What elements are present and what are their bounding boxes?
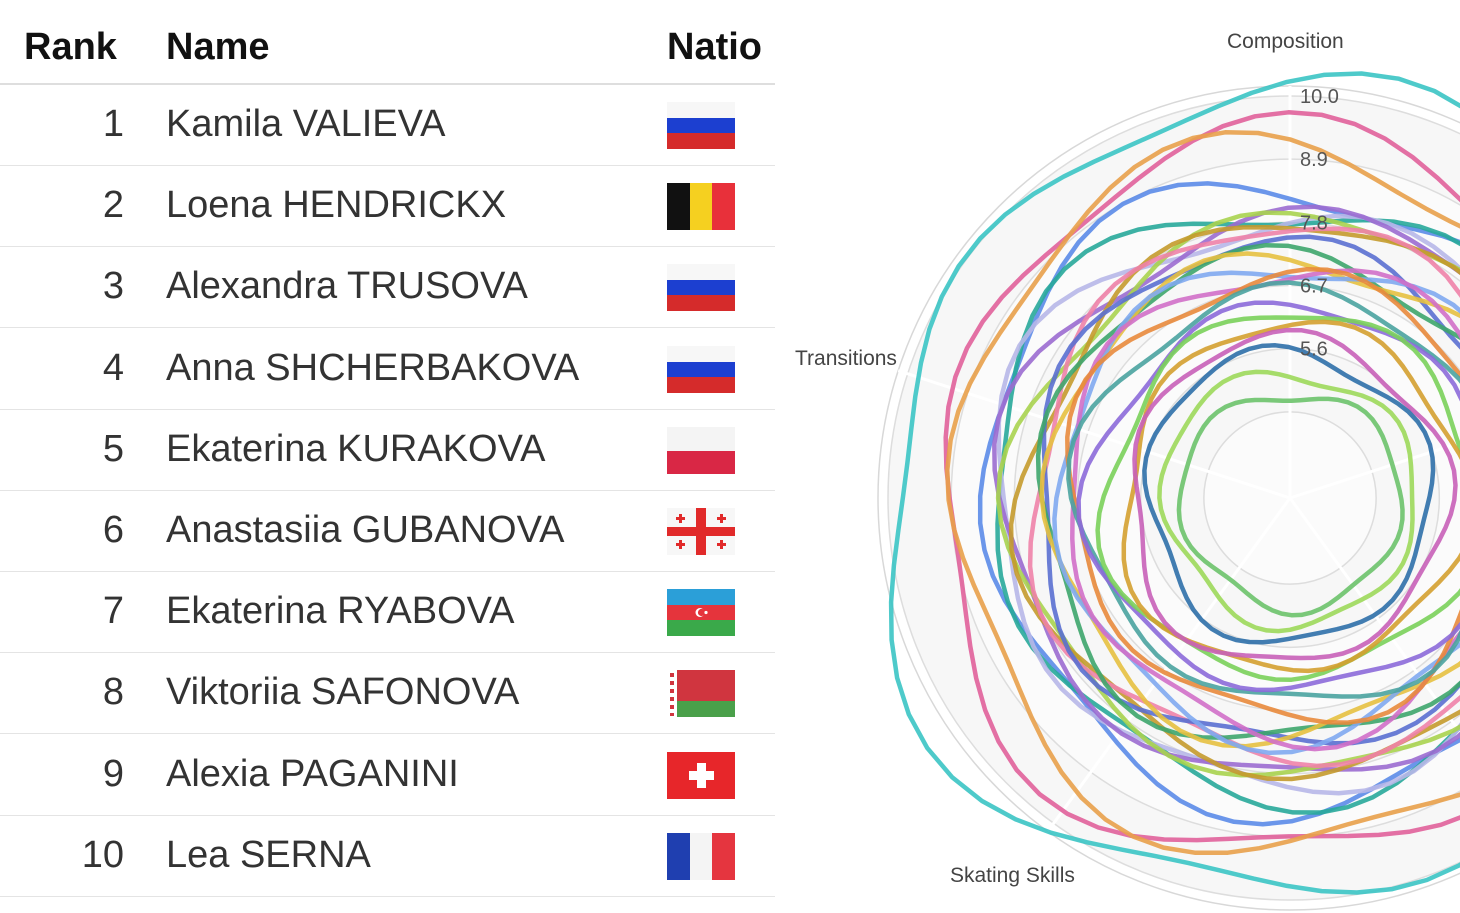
radar-series-line[interactable] <box>992 204 1460 772</box>
flag-russia-icon <box>667 345 735 393</box>
radar-series-line[interactable] <box>1065 266 1460 725</box>
athlete-name-cell: Loena HENDRICKX <box>166 184 507 227</box>
table-row[interactable]: 7 Ekaterina RYABOVA <box>0 572 775 654</box>
radar-series-line[interactable] <box>1052 270 1460 756</box>
radar-series-line[interactable] <box>1070 268 1460 752</box>
rank-cell: 8 <box>102 671 124 714</box>
rank-cell: 10 <box>81 833 124 876</box>
radar-series-line[interactable] <box>945 130 1460 856</box>
radar-series-line[interactable] <box>1157 369 1415 634</box>
rank-cell: 6 <box>102 509 124 551</box>
radar-axis-label: Transitions <box>795 347 897 370</box>
radar-chart-svg: 10.0 8.9 7.8 6.7 5.6 Composition Transitions Sk… <box>795 30 1460 911</box>
rank-cell: 7 <box>102 590 124 633</box>
column-header-nation[interactable]: Natio <box>667 26 762 68</box>
radar-series-line[interactable] <box>1035 242 1460 740</box>
radar-series-line[interactable] <box>943 110 1460 843</box>
table-row[interactable]: 4 Anna SHCHERBAKOVA <box>0 329 775 410</box>
table-row[interactable]: 2 Loena HENDRICKX <box>0 166 775 248</box>
rank-cell: 9 <box>102 752 124 795</box>
table-row[interactable]: 5 Ekaterina KURAKOVA <box>0 410 775 491</box>
table-row[interactable]: 8 Viktoriia SAFONOVA <box>0 653 775 735</box>
radar-series-line[interactable] <box>888 71 1460 895</box>
rank-cell: 4 <box>102 346 124 389</box>
athlete-name-cell: Lea SERNA <box>166 833 371 876</box>
radar-series-line[interactable] <box>1066 280 1460 699</box>
rank-cell: 1 <box>102 103 124 145</box>
radar-spoke <box>897 369 1291 500</box>
athlete-name-cell: Viktoriia SAFONOVA <box>166 671 520 714</box>
rank-cell: 5 <box>102 427 124 470</box>
radar-spoke <box>1289 441 1460 500</box>
radar-series-line[interactable] <box>996 213 1460 796</box>
athlete-name-cell: Alexandra TRUSOVA <box>166 265 528 308</box>
flag-belgium-icon <box>667 183 735 231</box>
flag-azerbaijan-icon <box>667 589 735 637</box>
radar-tick-label: 10.0 <box>1300 86 1339 108</box>
radar-tick-label: 8.9 <box>1300 149 1328 171</box>
radar-series-line[interactable] <box>1008 224 1460 782</box>
flag-belarus-icon <box>667 670 735 718</box>
table-row[interactable]: 10 Lea SERNA <box>0 816 775 897</box>
flag-georgia-icon <box>667 508 735 555</box>
radar-series-line[interactable] <box>977 181 1460 827</box>
radar-series-line[interactable] <box>1142 343 1436 645</box>
radar-axis-label: Skating Skills <box>950 864 1075 887</box>
table-row[interactable]: 1 Kamila VALIEVA <box>0 85 775 166</box>
radar-axis-label: Composition <box>1227 30 1344 53</box>
athlete-name-cell: Alexia PAGANINI <box>166 752 459 795</box>
rankings-table: Rank Name Natio 1 Kamila VALIEVA 2 Loena HE… <box>0 0 775 897</box>
flag-poland-icon <box>667 426 735 474</box>
radar-series-line[interactable] <box>1132 327 1458 661</box>
table-row[interactable]: 9 Alexia PAGANINI <box>0 735 775 816</box>
athlete-name-cell: Kamila VALIEVA <box>166 103 446 145</box>
athlete-name-cell: Ekaterina KURAKOVA <box>166 427 546 470</box>
table-header: Rank Name Natio <box>0 0 775 85</box>
radar-series-line[interactable] <box>1076 300 1460 693</box>
radar-tick-label: 7.8 <box>1300 212 1328 234</box>
table-row[interactable]: 3 Alexandra TRUSOVA <box>0 247 775 329</box>
athlete-name-cell: Anna SHCHERBAKOVA <box>166 346 580 389</box>
rank-cell: 3 <box>102 265 124 308</box>
radar-series-line[interactable] <box>1095 315 1460 682</box>
rank-cell: 2 <box>102 184 124 227</box>
flag-france-icon <box>667 832 735 880</box>
column-header-rank[interactable]: Rank <box>24 26 117 68</box>
flag-russia-icon <box>667 102 735 149</box>
radar-series-line[interactable] <box>1176 396 1405 618</box>
athlete-name-cell: Ekaterina RYABOVA <box>166 590 515 633</box>
flag-russia-icon <box>667 264 735 312</box>
radar-chart: 10.0 8.9 7.8 6.7 5.6 Composition Transitions Sk… <box>775 0 1460 913</box>
column-header-name[interactable]: Name <box>166 26 270 68</box>
radar-spoke <box>1288 497 1460 735</box>
radar-tick-label: 6.7 <box>1300 276 1328 298</box>
athlete-name-cell: Anastasiia GUBANOVA <box>166 509 565 551</box>
radar-tick-label: 5.6 <box>1300 339 1328 361</box>
table-row[interactable]: 6 Anastasiia GUBANOVA <box>0 491 775 572</box>
radar-series-line[interactable] <box>1027 226 1460 769</box>
flag-switzerland-icon <box>667 751 735 799</box>
